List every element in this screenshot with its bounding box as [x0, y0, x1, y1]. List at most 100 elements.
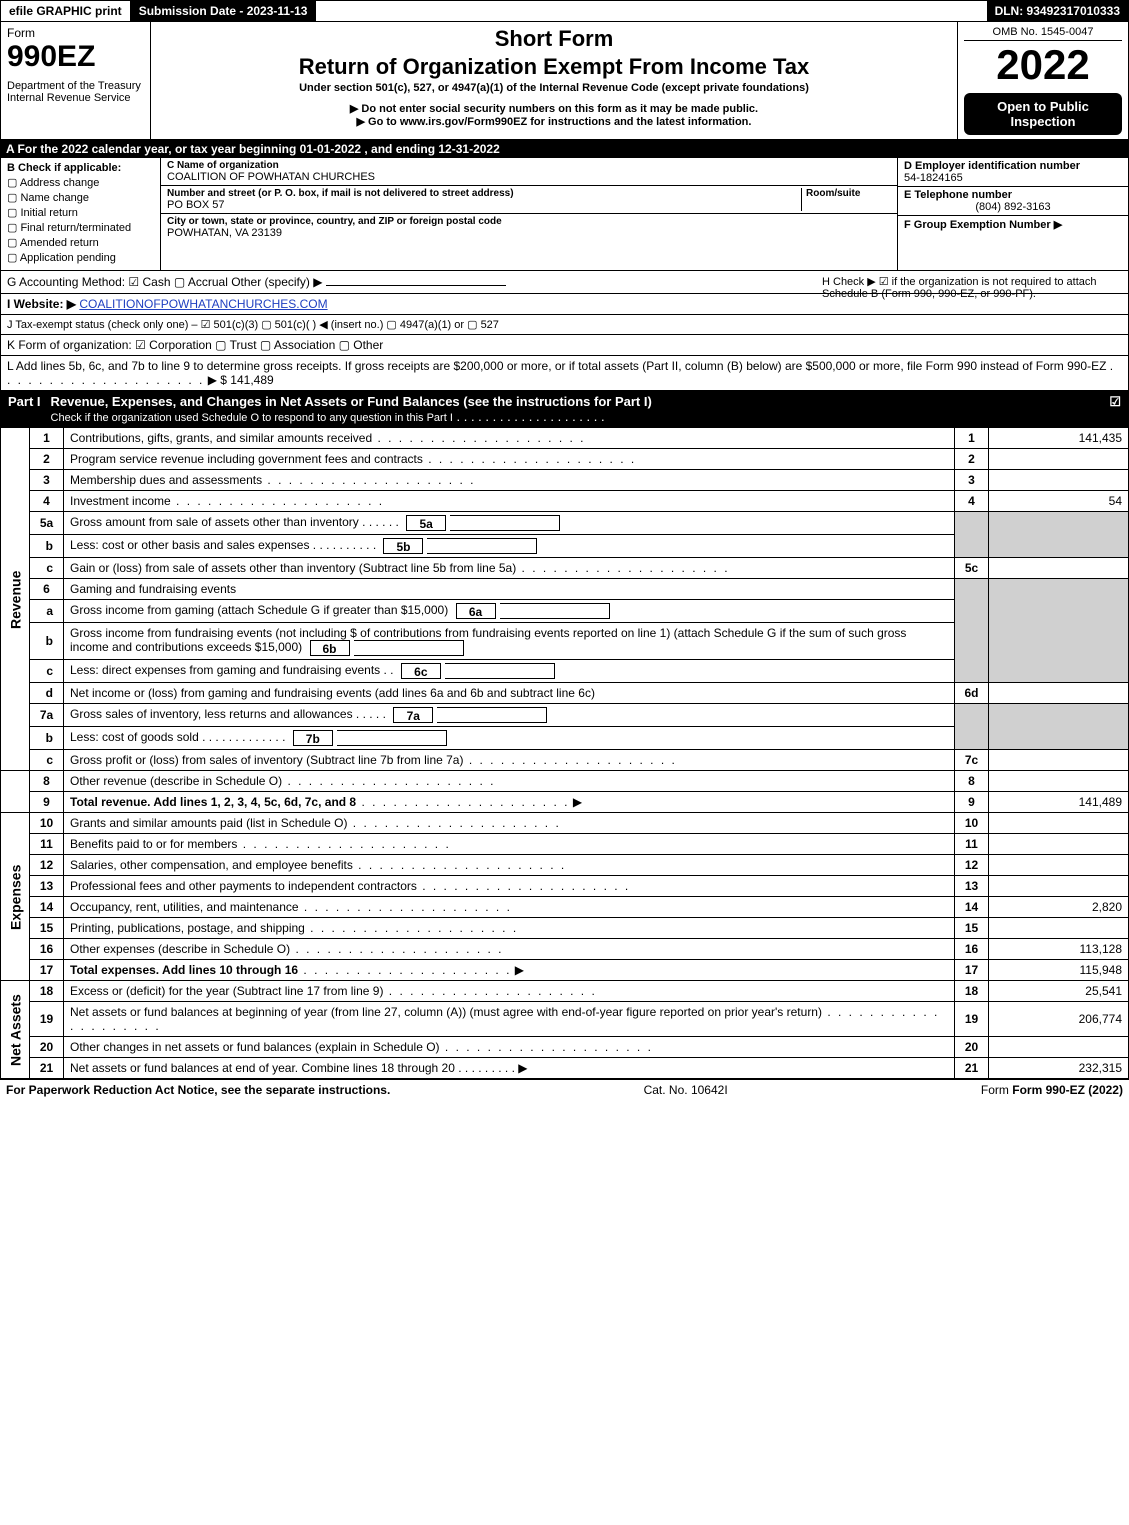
ln-1: 1 [30, 428, 64, 449]
arrow-21: ▶ [518, 1061, 527, 1075]
form-header: Form 990EZ Department of the Treasury In… [0, 22, 1129, 140]
vlabel-expenses: Expenses [1, 813, 30, 981]
box-14: 14 [955, 897, 989, 918]
desc-2: Program service revenue including govern… [70, 452, 636, 466]
desc-5b: Less: cost or other basis and sales expe… [70, 538, 309, 552]
box-18: 18 [955, 981, 989, 1002]
desc-4: Investment income [70, 494, 384, 508]
amt-11 [989, 834, 1129, 855]
ln-7b: b [30, 727, 64, 750]
desc-18: Excess or (deficit) for the year (Subtra… [70, 984, 597, 998]
desc-14: Occupancy, rent, utilities, and maintena… [70, 900, 512, 914]
l-arrow: ▶ $ [208, 373, 227, 387]
ln-6d: d [30, 683, 64, 704]
row-k-org: K Form of organization: ☑ Corporation ▢ … [0, 335, 1129, 356]
ln-18: 18 [30, 981, 64, 1002]
g-text: G Accounting Method: ☑ Cash ▢ Accrual Ot… [7, 275, 322, 289]
desc-5a: Gross amount from sale of assets other t… [70, 515, 359, 529]
tax-year: 2022 [964, 41, 1122, 89]
amt-20 [989, 1037, 1129, 1058]
desc-6a: Gross income from gaming (attach Schedul… [70, 603, 448, 617]
top-bar: efile GRAPHIC print Submission Date - 20… [0, 0, 1129, 22]
chk-amended-return[interactable]: Amended return [7, 236, 154, 249]
desc-12: Salaries, other compensation, and employ… [70, 858, 566, 872]
desc-9: Total revenue. Add lines 1, 2, 3, 4, 5c,… [70, 795, 356, 809]
website-link[interactable]: COALITIONOFPOWHATANCHURCHES.COM [79, 297, 327, 311]
amt-13 [989, 876, 1129, 897]
desc-10: Grants and similar amounts paid (list in… [70, 816, 561, 830]
chk-address-change[interactable]: Address change [7, 176, 154, 189]
desc-7b: Less: cost of goods sold [70, 730, 199, 744]
box-17: 17 [955, 960, 989, 981]
form-word: Form [7, 26, 144, 40]
box-21: 21 [955, 1058, 989, 1079]
dln-label: DLN: 93492317010333 [987, 1, 1128, 21]
l-text: L Add lines 5b, 6c, and 7b to line 9 to … [7, 359, 1106, 373]
efile-label[interactable]: efile GRAPHIC print [1, 1, 131, 21]
ln-15: 15 [30, 918, 64, 939]
mb-7a: 7a [393, 707, 433, 723]
amt-18: 25,541 [989, 981, 1129, 1002]
mb-7b: 7b [293, 730, 333, 746]
ln-21: 21 [30, 1058, 64, 1079]
desc-5c: Gain or (loss) from sale of assets other… [70, 561, 730, 575]
desc-7a: Gross sales of inventory, less returns a… [70, 707, 353, 721]
chk-initial-return[interactable]: Initial return [7, 206, 154, 219]
part-i-header: Part I Revenue, Expenses, and Changes in… [0, 391, 1129, 427]
box-8: 8 [955, 771, 989, 792]
box-15: 15 [955, 918, 989, 939]
ln-5c: c [30, 558, 64, 579]
dept-label: Department of the Treasury Internal Reve… [7, 80, 144, 104]
chk-final-return[interactable]: Final return/terminated [7, 221, 154, 234]
part-i-title: Revenue, Expenses, and Changes in Net As… [51, 394, 652, 409]
amt-2 [989, 449, 1129, 470]
section-bcdef: B Check if applicable: Address change Na… [0, 158, 1129, 271]
part-i-sub: Check if the organization used Schedule … [51, 412, 453, 424]
chk-name-change[interactable]: Name change [7, 191, 154, 204]
c-name-label: C Name of organization [167, 160, 891, 171]
desc-20: Other changes in net assets or fund bala… [70, 1040, 653, 1054]
arrow-17: ▶ [515, 963, 524, 977]
box-20: 20 [955, 1037, 989, 1058]
f-group-label: F Group Exemption Number ▶ [904, 218, 1122, 231]
desc-15: Printing, publications, postage, and shi… [70, 921, 518, 935]
chk-application-pending[interactable]: Application pending [7, 251, 154, 264]
phone-value: (804) 892-3163 [904, 201, 1122, 213]
ln-5b: b [30, 535, 64, 558]
desc-13: Professional fees and other payments to … [70, 879, 630, 893]
ln-7a: 7a [30, 704, 64, 727]
under-section: Under section 501(c), 527, or 4947(a)(1)… [157, 82, 951, 94]
no-ssn-note: ▶ Do not enter social security numbers o… [157, 102, 951, 115]
amt-19: 206,774 [989, 1002, 1129, 1037]
footer-right: Form Form 990-EZ (2022) [981, 1083, 1123, 1097]
amt-16: 113,128 [989, 939, 1129, 960]
arrow-9: ▶ [573, 795, 582, 809]
submission-date: Submission Date - 2023-11-13 [131, 1, 317, 21]
amt-9: 141,489 [989, 792, 1129, 813]
amt-21: 232,315 [989, 1058, 1129, 1079]
box-3: 3 [955, 470, 989, 491]
ln-5a: 5a [30, 512, 64, 535]
vlabel-netassets: Net Assets [1, 981, 30, 1079]
amt-12 [989, 855, 1129, 876]
desc-8: Other revenue (describe in Schedule O) [70, 774, 495, 788]
part-i-check: ☑ [1109, 394, 1121, 424]
desc-6c: Less: direct expenses from gaming and fu… [70, 663, 380, 677]
desc-16: Other expenses (describe in Schedule O) [70, 942, 503, 956]
desc-6: Gaming and fundraising events [64, 579, 955, 600]
ln-6: 6 [30, 579, 64, 600]
h-note: H Check ▶ ☑ if the organization is not r… [822, 275, 1122, 300]
mb-6b: 6b [310, 640, 350, 656]
i-label: I Website: ▶ [7, 297, 76, 311]
amt-6d [989, 683, 1129, 704]
goto-link[interactable]: ▶ Go to www.irs.gov/Form990EZ for instru… [157, 115, 951, 128]
box-1: 1 [955, 428, 989, 449]
desc-11: Benefits paid to or for members [70, 837, 451, 851]
desc-6d: Net income or (loss) from gaming and fun… [64, 683, 955, 704]
box-12: 12 [955, 855, 989, 876]
desc-7c: Gross profit or (loss) from sales of inv… [70, 753, 677, 767]
box-11: 11 [955, 834, 989, 855]
part-i-label: Part I [8, 394, 51, 424]
org-city: POWHATAN, VA 23139 [167, 227, 891, 239]
amt-3 [989, 470, 1129, 491]
